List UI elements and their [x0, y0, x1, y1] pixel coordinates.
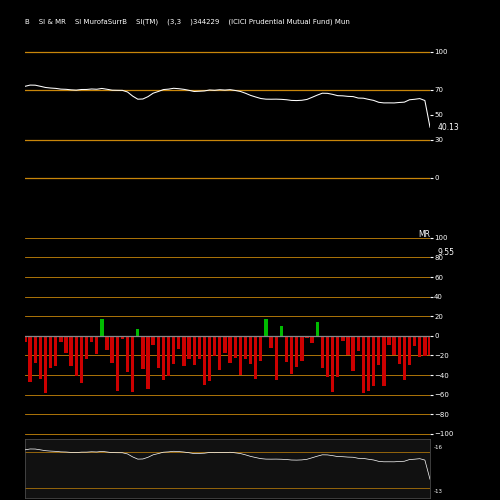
Bar: [234, 336, 237, 358]
Bar: [423, 336, 426, 356]
Bar: [310, 336, 314, 343]
Bar: [136, 328, 140, 336]
Bar: [167, 336, 170, 376]
Bar: [254, 336, 258, 378]
Bar: [64, 336, 68, 353]
Bar: [388, 336, 390, 345]
Bar: [146, 336, 150, 390]
Bar: [274, 336, 278, 380]
Bar: [341, 336, 344, 341]
Bar: [106, 336, 108, 350]
Bar: [208, 336, 211, 382]
Bar: [198, 336, 201, 358]
Bar: [188, 336, 190, 359]
Bar: [238, 336, 242, 375]
Bar: [372, 336, 376, 386]
Bar: [244, 336, 247, 359]
Bar: [398, 336, 401, 364]
Bar: [264, 320, 268, 336]
Bar: [116, 336, 119, 390]
Bar: [402, 336, 406, 380]
Bar: [218, 336, 222, 370]
Bar: [326, 336, 329, 378]
Bar: [28, 336, 32, 382]
Bar: [320, 336, 324, 368]
Text: -16: -16: [434, 445, 443, 450]
Bar: [367, 336, 370, 392]
Bar: [336, 336, 340, 376]
Bar: [356, 336, 360, 351]
Bar: [80, 336, 83, 384]
Bar: [70, 336, 73, 366]
Bar: [24, 336, 26, 342]
Bar: [392, 336, 396, 355]
Bar: [162, 336, 165, 380]
Text: MR: MR: [418, 230, 430, 239]
Bar: [306, 336, 308, 338]
Bar: [141, 336, 144, 369]
Bar: [346, 336, 350, 355]
Bar: [408, 336, 411, 366]
Bar: [413, 336, 416, 345]
Bar: [249, 336, 252, 364]
Bar: [100, 320, 103, 336]
Bar: [295, 336, 298, 368]
Bar: [49, 336, 52, 368]
Bar: [224, 336, 226, 353]
Bar: [85, 336, 88, 359]
Bar: [203, 336, 206, 386]
Bar: [38, 336, 42, 379]
Bar: [428, 336, 432, 355]
Bar: [152, 336, 155, 345]
Bar: [110, 336, 114, 363]
Bar: [182, 336, 186, 366]
Bar: [259, 336, 262, 361]
Text: 9.55: 9.55: [438, 248, 454, 257]
Bar: [213, 336, 216, 355]
Bar: [126, 336, 129, 372]
Bar: [331, 336, 334, 392]
Text: 40.13: 40.13: [438, 122, 460, 132]
Bar: [44, 336, 47, 394]
Bar: [270, 336, 272, 348]
Bar: [59, 336, 62, 342]
Text: -13: -13: [434, 489, 443, 494]
Bar: [177, 336, 180, 349]
Bar: [316, 322, 319, 336]
Bar: [362, 336, 365, 392]
Bar: [192, 336, 196, 365]
Bar: [280, 326, 283, 336]
Bar: [352, 336, 355, 372]
Text: B    SI & MR    SI MurofaSurrB    SI(TM)    (3,3    )344229    (ICICI Prudential: B SI & MR SI MurofaSurrB SI(TM) (3,3 )34…: [25, 19, 350, 26]
Bar: [285, 336, 288, 362]
Bar: [54, 336, 58, 366]
Bar: [300, 336, 304, 361]
Bar: [74, 336, 78, 376]
Bar: [290, 336, 293, 374]
Bar: [90, 336, 94, 342]
Bar: [377, 336, 380, 364]
Bar: [382, 336, 386, 386]
Bar: [131, 336, 134, 392]
Bar: [34, 336, 37, 362]
Bar: [172, 336, 176, 364]
Bar: [95, 336, 98, 354]
Bar: [418, 336, 422, 357]
Bar: [228, 336, 232, 363]
Bar: [156, 336, 160, 368]
Bar: [120, 336, 124, 339]
